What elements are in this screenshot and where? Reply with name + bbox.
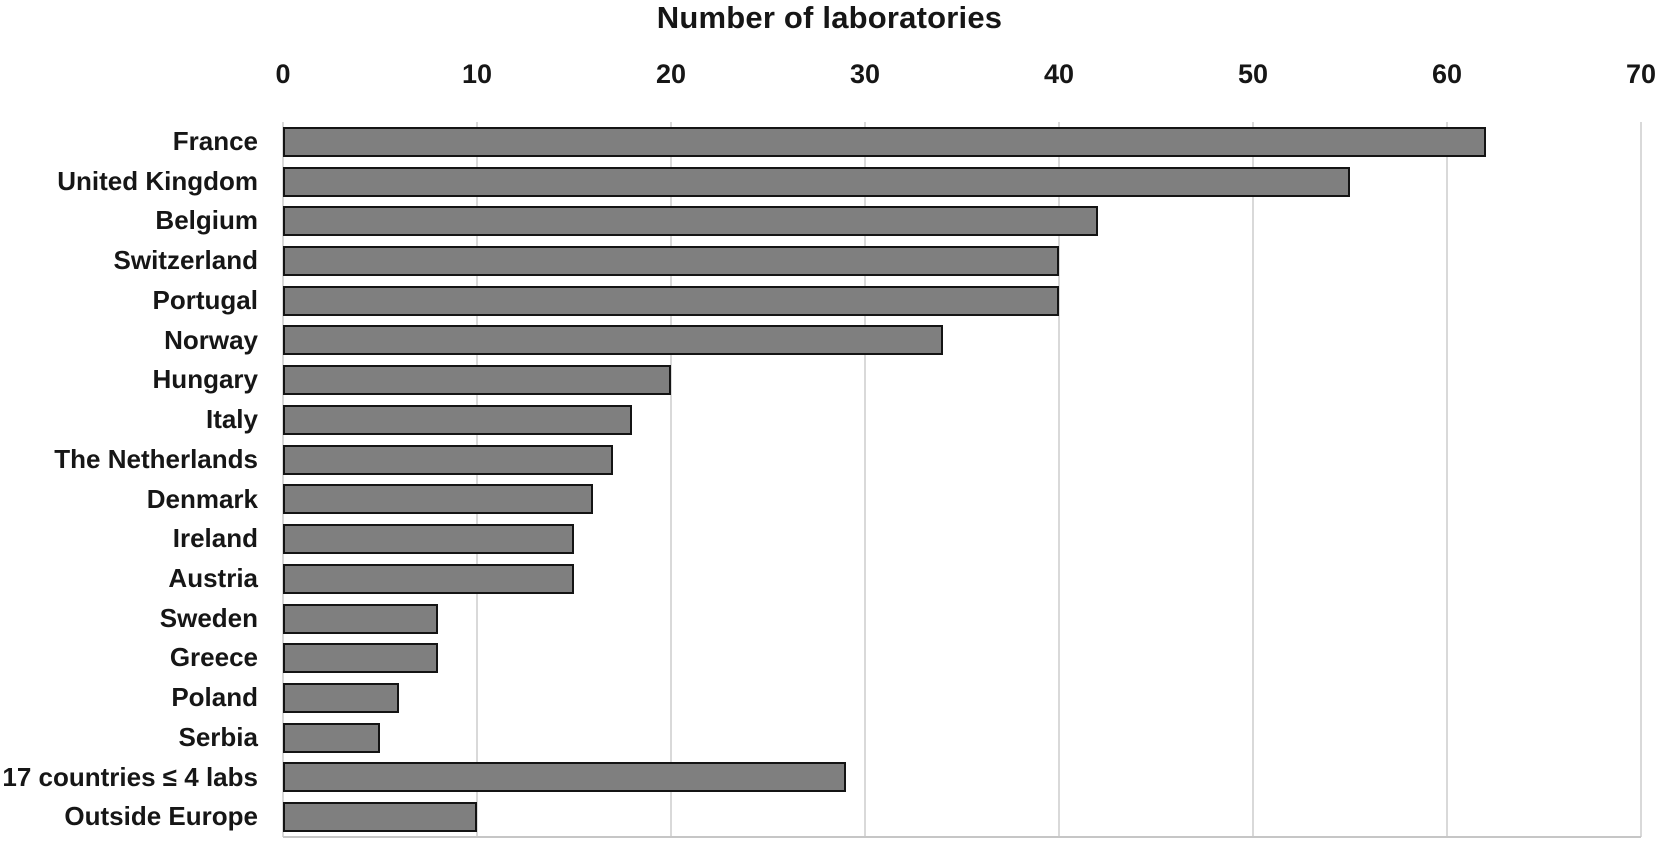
category-label: Austria xyxy=(168,562,258,593)
category-label: Switzerland xyxy=(113,245,258,276)
bar xyxy=(283,206,1098,237)
category-label: Hungary xyxy=(152,364,258,395)
category-label: Greece xyxy=(169,642,258,673)
bar xyxy=(283,682,400,713)
x-tick-label: 30 xyxy=(849,59,881,89)
bar xyxy=(283,484,594,515)
category-label: Sweden xyxy=(159,602,258,633)
bar xyxy=(283,603,439,634)
gridline xyxy=(1058,122,1060,837)
category-label: Poland xyxy=(171,682,258,713)
bar xyxy=(283,643,439,674)
x-tick-label: 0 xyxy=(275,59,291,89)
x-axis-baseline xyxy=(283,836,1641,838)
category-label: France xyxy=(172,126,258,156)
bar xyxy=(283,166,1350,197)
gridline xyxy=(864,122,866,837)
gridline xyxy=(1446,122,1448,837)
category-label: Italy xyxy=(205,404,258,435)
bar xyxy=(283,404,633,435)
bar xyxy=(283,126,1486,157)
bar xyxy=(283,444,613,475)
x-tick-label: 50 xyxy=(1237,59,1269,89)
category-label: Serbia xyxy=(178,721,259,752)
category-label: Portugal xyxy=(152,284,258,315)
plot-area xyxy=(282,122,1642,838)
category-label: 17 countries ≤ 4 labs xyxy=(2,761,258,792)
gridline xyxy=(1252,122,1254,837)
gridline xyxy=(670,122,672,837)
x-tick-label: 40 xyxy=(1043,59,1075,89)
bar xyxy=(283,325,943,356)
gridline xyxy=(476,122,478,837)
bar xyxy=(283,246,1059,277)
chart-title: Number of laboratories xyxy=(656,0,1003,35)
x-axis-ticks: 0 10 20 30 40 50 60 70 xyxy=(0,56,1659,92)
category-label: Outside Europe xyxy=(64,801,258,832)
bar xyxy=(283,524,574,555)
bar xyxy=(283,285,1059,316)
bar xyxy=(283,762,846,793)
gridline xyxy=(282,122,284,837)
x-tick-label: 10 xyxy=(461,59,493,89)
x-tick-label: 20 xyxy=(655,59,687,89)
category-label: The Netherlands xyxy=(54,443,258,474)
category-label: Belgium xyxy=(155,205,258,236)
category-label: United Kingdom xyxy=(57,165,258,196)
category-label: Denmark xyxy=(146,483,258,514)
bar xyxy=(283,802,477,833)
bar xyxy=(283,722,380,753)
bar xyxy=(283,563,574,594)
bar xyxy=(283,365,671,396)
x-tick-label: 70 xyxy=(1625,59,1657,89)
category-axis-labels: France United Kingdom Belgium Switzerland Po… xyxy=(0,122,258,837)
gridline xyxy=(1640,122,1642,837)
category-label: Norway xyxy=(164,324,258,355)
x-tick-label: 60 xyxy=(1431,59,1463,89)
category-label: Ireland xyxy=(172,523,258,554)
